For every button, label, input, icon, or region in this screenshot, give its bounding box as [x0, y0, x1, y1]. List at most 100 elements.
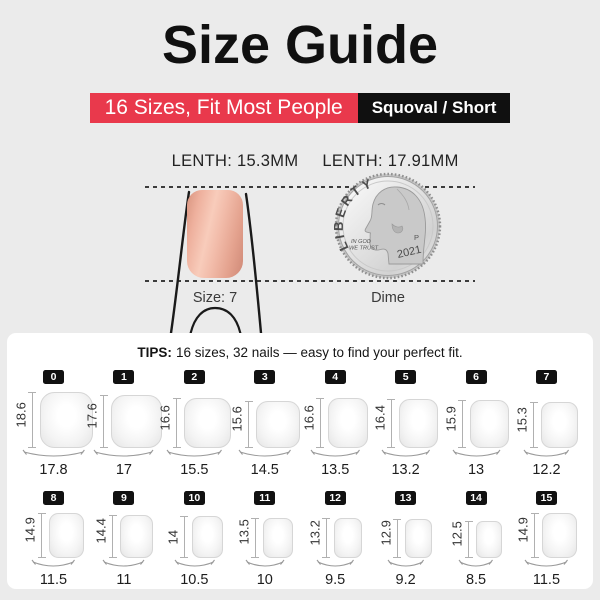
size-number-badge: 6: [465, 370, 487, 384]
dimension-line: [108, 514, 117, 558]
ribbon-sizes: 16 Sizes, Fit Most People: [89, 93, 358, 123]
sample-nail-size7: [187, 190, 243, 278]
mint-mark: P: [414, 233, 419, 242]
width-value: 14.5: [250, 462, 279, 478]
nail-shape: [327, 398, 369, 448]
size-cell: 1 17.6 17: [85, 370, 163, 478]
width-value: 13.2: [391, 462, 420, 478]
length-dimension: 15.6: [230, 401, 253, 448]
roosevelt-profile: [364, 186, 426, 265]
width-value: 8.5: [465, 572, 487, 588]
size-number-badge: 8: [43, 491, 64, 505]
dime-caption: Dime: [371, 290, 405, 306]
size-cell: 5 16.4 13.2: [371, 370, 440, 478]
size-cell: 0 18.6 17.8: [13, 370, 94, 478]
size-cell: 6 15.9 13: [442, 370, 511, 478]
dimension-line: [530, 513, 539, 558]
size-number-badge: 10: [183, 491, 205, 505]
width-arc: [22, 449, 85, 457]
dimension-line: [172, 398, 181, 448]
length-dimension: 18.6: [13, 392, 37, 448]
width-value: 13.5: [321, 462, 350, 478]
size-cell: 8 14.9 11.5: [19, 491, 88, 588]
length-value: 17.6: [84, 403, 100, 429]
nail-with-dimension: 14.9: [23, 513, 84, 558]
dime-coin: LIBERTY IN GOD WE TRUST P 2021: [334, 172, 442, 280]
size-cell: 4 16.6 13.5: [301, 370, 370, 478]
nail-with-dimension: 14: [165, 513, 224, 558]
size-number-badge: 7: [535, 370, 557, 384]
width-arc: [102, 559, 145, 567]
tips-label: TIPS:: [137, 345, 172, 360]
dimension-line: [393, 519, 402, 558]
size-number-badge: 14: [465, 491, 487, 505]
tips-line: TIPS: 16 sizes, 32 nails — easy to find y…: [19, 345, 581, 360]
width-arc: [93, 449, 154, 457]
width-value: 10.5: [180, 572, 209, 588]
dimension-line: [322, 518, 331, 558]
size-number-badge: 11: [254, 491, 276, 505]
nail-with-dimension: 12.9: [378, 513, 433, 558]
length-dimension: 14.4: [93, 514, 117, 558]
size-number-badge: 1: [113, 370, 135, 384]
length-value: 13.2: [307, 519, 323, 546]
dimension-line: [529, 402, 538, 448]
dashed-guide-top: [145, 186, 475, 188]
length-dimension: 17.6: [85, 395, 108, 448]
width-arc: [381, 449, 430, 457]
length-value: 14.9: [22, 517, 38, 543]
length-value: 15.9: [443, 405, 459, 432]
dimension-line: [387, 398, 396, 448]
size-number-badge: 5: [395, 370, 417, 384]
subtitle-ribbons: 16 Sizes, Fit Most People Squoval / Shor…: [0, 93, 600, 123]
length-value: 16.6: [301, 404, 317, 431]
nail-with-dimension: 16.4: [372, 392, 439, 448]
length-dimension: 15.3: [515, 402, 538, 448]
nail-shape: [39, 392, 94, 448]
length-dimension: 14.9: [516, 513, 539, 558]
width-value: 15.5: [180, 462, 209, 478]
tips-text: 16 sizes, 32 nails — easy to find your p…: [175, 345, 463, 360]
size-number-badge: 4: [324, 370, 346, 384]
width-value: 12.2: [532, 462, 561, 478]
length-dimension: 12.9: [378, 519, 402, 558]
width-arc: [31, 559, 76, 567]
nail-caption: Size: 7: [192, 290, 238, 306]
dimension-line: [458, 400, 467, 448]
dimension-line: [251, 517, 260, 558]
nail-shape: [111, 395, 163, 448]
length-value: 14.9: [515, 517, 531, 543]
dimension-line: [99, 395, 108, 448]
dimension-line: [244, 401, 253, 448]
length-comparison-figure: LENTH: 15.3MM LENTH: 17.91MM: [0, 140, 600, 333]
width-value: 17: [115, 462, 132, 478]
length-dimension: 16.4: [372, 398, 396, 448]
size-number-badge: 13: [395, 491, 417, 505]
motto-line1: IN GOD: [351, 239, 371, 245]
length-dimension: 16.6: [301, 398, 325, 448]
length-dimension: 13.2: [307, 518, 331, 558]
size-cell: 10 14 10.5: [160, 491, 229, 588]
width-value: 11.5: [39, 572, 68, 588]
nail-shape: [476, 520, 502, 558]
nail-with-dimension: 13.2: [307, 513, 363, 558]
size-number-badge: 15: [535, 491, 557, 505]
width-arc: [523, 449, 570, 457]
length-value: 14.4: [93, 518, 109, 544]
length-value: 18.6: [13, 401, 29, 428]
nail-shape: [404, 519, 433, 558]
width-arc: [316, 559, 354, 567]
length-value: 12.9: [378, 520, 394, 546]
size-row-2: 8 14.9 11.5 9 14.4: [19, 491, 581, 588]
length-value: 16.6: [157, 404, 173, 431]
width-arc: [174, 559, 215, 567]
size-cell: 9 14.4 11: [89, 491, 158, 588]
size-number-badge: 2: [183, 370, 205, 384]
size-number-badge: 9: [113, 491, 135, 505]
coin-year: 2021: [396, 244, 423, 261]
size-chart-panel: TIPS: 16 sizes, 32 nails — easy to find y…: [7, 333, 593, 589]
size-number-badge: 12: [324, 491, 346, 505]
motto-line2: WE TRUST: [349, 246, 379, 252]
length-value: 15.6: [229, 406, 245, 432]
nail-with-dimension: 18.6: [13, 392, 94, 448]
